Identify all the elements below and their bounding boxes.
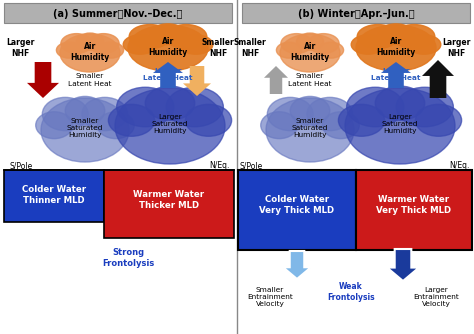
Ellipse shape: [99, 42, 124, 58]
Ellipse shape: [61, 34, 92, 53]
Text: Air
Humidity: Air Humidity: [148, 37, 188, 57]
Ellipse shape: [307, 97, 353, 131]
Ellipse shape: [267, 97, 313, 131]
Ellipse shape: [109, 104, 155, 136]
Ellipse shape: [115, 88, 225, 164]
Text: Larger
NHF: Larger NHF: [6, 38, 34, 58]
Ellipse shape: [117, 87, 174, 127]
Text: Air
Humidity: Air Humidity: [70, 42, 109, 62]
Ellipse shape: [407, 35, 441, 54]
Ellipse shape: [338, 104, 384, 136]
Ellipse shape: [266, 98, 354, 162]
Ellipse shape: [276, 42, 301, 58]
Text: Smaller
Entrainment
Velocity: Smaller Entrainment Velocity: [247, 287, 293, 307]
Ellipse shape: [41, 98, 129, 162]
Ellipse shape: [56, 42, 82, 58]
Ellipse shape: [351, 35, 385, 54]
Ellipse shape: [65, 97, 105, 125]
Polygon shape: [387, 249, 419, 281]
Ellipse shape: [165, 24, 207, 48]
Text: Colder Water
Thinner MLD: Colder Water Thinner MLD: [22, 185, 86, 205]
Ellipse shape: [319, 42, 344, 58]
Text: (a) Summer（Nov.–Dec.）: (a) Summer（Nov.–Dec.）: [53, 9, 182, 19]
Text: Smaller
Latent Heat: Smaller Latent Heat: [288, 73, 332, 87]
Text: Air
Humidity: Air Humidity: [291, 42, 329, 62]
Ellipse shape: [76, 33, 103, 50]
Polygon shape: [283, 251, 311, 279]
Ellipse shape: [261, 112, 298, 139]
Bar: [4, 170, 104, 222]
Ellipse shape: [129, 24, 171, 48]
Ellipse shape: [396, 87, 453, 127]
Text: N/Eq.: N/Eq.: [210, 162, 230, 170]
Text: Air
Humidity: Air Humidity: [376, 37, 416, 57]
Ellipse shape: [290, 97, 330, 125]
Ellipse shape: [145, 86, 195, 120]
Ellipse shape: [297, 33, 323, 50]
Ellipse shape: [375, 86, 425, 120]
Text: Warmer Water
Very Thick MLD: Warmer Water Very Thick MLD: [376, 195, 452, 215]
Bar: [104, 170, 234, 238]
Ellipse shape: [123, 35, 157, 54]
Ellipse shape: [42, 97, 88, 131]
Polygon shape: [381, 62, 411, 88]
Ellipse shape: [357, 24, 399, 48]
Ellipse shape: [128, 25, 208, 71]
Text: S/Pole: S/Pole: [10, 162, 33, 170]
Text: Larger
Latent Heat: Larger Latent Heat: [371, 68, 421, 81]
Text: (b) Winter（Apr.–Jun.）: (b) Winter（Apr.–Jun.）: [298, 9, 414, 19]
Text: Larger
NHF: Larger NHF: [442, 38, 470, 58]
Ellipse shape: [281, 34, 312, 53]
Ellipse shape: [393, 24, 435, 48]
Ellipse shape: [345, 88, 455, 164]
Ellipse shape: [185, 104, 232, 136]
Text: S/Pole: S/Pole: [240, 162, 263, 170]
Ellipse shape: [280, 34, 340, 72]
Text: Smaller
NHF: Smaller NHF: [201, 38, 234, 58]
Polygon shape: [153, 62, 183, 88]
Ellipse shape: [322, 112, 359, 139]
Ellipse shape: [166, 87, 223, 127]
Ellipse shape: [308, 34, 339, 53]
Bar: [238, 170, 356, 250]
Ellipse shape: [60, 34, 120, 72]
Ellipse shape: [150, 24, 186, 44]
Polygon shape: [183, 66, 211, 96]
Bar: [242, 3, 470, 23]
Ellipse shape: [179, 35, 213, 54]
Bar: [356, 170, 472, 250]
Bar: [4, 3, 232, 23]
Text: Warmer Water
Thicker MLD: Warmer Water Thicker MLD: [134, 190, 205, 210]
Text: Colder Water
Very Thick MLD: Colder Water Very Thick MLD: [259, 195, 335, 215]
Text: Smaller
Saturated
Humidity: Smaller Saturated Humidity: [67, 118, 103, 138]
Polygon shape: [264, 66, 288, 94]
Text: N/Eq.: N/Eq.: [450, 162, 470, 170]
Text: Strong
Frontolysis: Strong Frontolysis: [102, 248, 154, 268]
Text: Larger
Saturated
Humidity: Larger Saturated Humidity: [152, 114, 188, 134]
Ellipse shape: [415, 104, 462, 136]
Text: Larger
Latent Heat: Larger Latent Heat: [143, 68, 193, 81]
Text: Larger
Saturated
Humidity: Larger Saturated Humidity: [382, 114, 418, 134]
Text: Smaller
Saturated
Humidity: Smaller Saturated Humidity: [292, 118, 328, 138]
Polygon shape: [422, 60, 454, 98]
Ellipse shape: [346, 87, 404, 127]
Ellipse shape: [97, 112, 134, 139]
Ellipse shape: [356, 25, 436, 71]
Ellipse shape: [82, 97, 128, 131]
Text: Weak
Frontolysis: Weak Frontolysis: [327, 282, 375, 302]
Ellipse shape: [88, 34, 119, 53]
Text: Smaller
NHF: Smaller NHF: [234, 38, 266, 58]
Text: Smaller
Latent Heat: Smaller Latent Heat: [68, 73, 112, 87]
Ellipse shape: [36, 112, 73, 139]
Ellipse shape: [378, 24, 414, 44]
Polygon shape: [27, 62, 59, 98]
Text: Larger
Entrainment
Velocity: Larger Entrainment Velocity: [413, 287, 459, 307]
